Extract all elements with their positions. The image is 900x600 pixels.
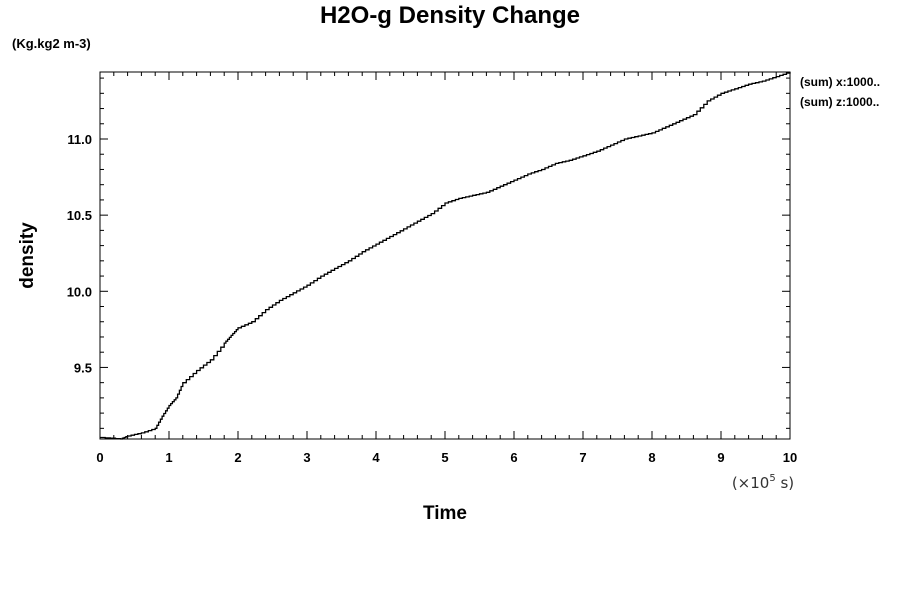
x-tick-label: 8 [648, 450, 655, 465]
x-tick-label: 7 [579, 450, 586, 465]
x-multiplier-prefix: (×10 [732, 474, 770, 492]
legend-entry-x: (sum) x:1000.. [800, 75, 881, 89]
x-tick-label: 0 [96, 450, 103, 465]
x-tick-label: 4 [372, 450, 380, 465]
chart-title: H2O-g Density Change [319, 2, 581, 29]
x-multiplier-suffix: s) [776, 474, 794, 492]
legend-entry-z: (sum) z:1000.. [800, 95, 880, 109]
series-line-x [100, 72, 791, 440]
tick-labels: 0 1 2 3 4 5 6 7 8 9 10 9.5 10.0 10.5 11.0 [67, 132, 798, 465]
x-tick-label: 3 [303, 450, 310, 465]
units-label: (Kg.kg2 m-3) [12, 36, 91, 51]
x-tick-label: 1 [165, 450, 172, 465]
x-axis-title: Time [423, 503, 467, 524]
tick-marks [99, 72, 791, 439]
x-tick-label: 5 [441, 450, 448, 465]
y-axis-title: density [17, 222, 38, 289]
x-multiplier-exponent: 5 [769, 473, 775, 484]
x-tick-label: 9 [717, 450, 724, 465]
x-tick-label: 10 [783, 450, 797, 465]
plot-frame [99, 71, 791, 440]
y-tick-label: 9.5 [74, 360, 92, 375]
x-tick-label: 2 [234, 450, 241, 465]
x-tick-label: 6 [510, 450, 517, 465]
y-tick-label: 11.0 [67, 132, 92, 147]
y-tick-label: 10.0 [67, 284, 92, 299]
x-multiplier: (×105 s) [732, 473, 794, 492]
y-tick-label: 10.5 [67, 208, 92, 223]
legend: (sum) x:1000.. (sum) z:1000.. [800, 72, 880, 112]
